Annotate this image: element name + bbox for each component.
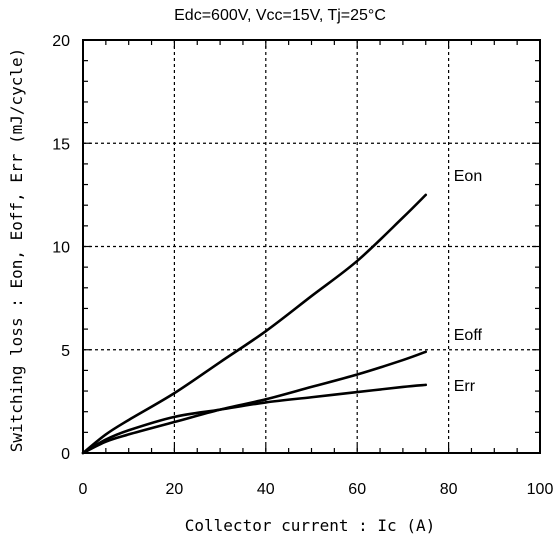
- x-tick-label: 0: [79, 481, 88, 498]
- grid-lines: [83, 40, 540, 453]
- y-tick-label: 0: [61, 446, 70, 463]
- x-tick-label: 40: [257, 481, 275, 498]
- series-labels: Eon Eoff Err: [454, 168, 483, 395]
- y-tick-label: 20: [52, 33, 70, 50]
- x-tick-label: 60: [348, 481, 366, 498]
- plot-frame: [82, 39, 541, 454]
- y-tick-label: 5: [61, 343, 70, 360]
- series-label-eoff: Eoff: [454, 327, 483, 344]
- x-tick-label: 80: [440, 481, 458, 498]
- series-group: [81, 193, 428, 455]
- series-line-eoff: [81, 350, 428, 455]
- y-tick-label: 10: [52, 240, 70, 257]
- x-tick-label: 100: [527, 481, 554, 498]
- x-tick-labels: 0 20 40 60 80 100: [79, 481, 554, 498]
- chart-title: Edc=600V, Vcc=15V, Tj=25°C: [174, 7, 386, 24]
- y-axis-label: Switching loss : Eon, Eoff, Err (mJ/cycl…: [7, 48, 26, 453]
- y-tick-labels: 0 5 10 15 20: [52, 33, 70, 463]
- x-tick-label: 20: [166, 481, 184, 498]
- series-label-err: Err: [454, 378, 476, 395]
- series-label-eon: Eon: [454, 168, 482, 185]
- series-line-eon: [81, 193, 428, 455]
- x-axis-label: Collector current : Ic (A): [185, 516, 435, 535]
- series-line-err: [81, 383, 428, 455]
- y-tick-label: 15: [52, 136, 70, 153]
